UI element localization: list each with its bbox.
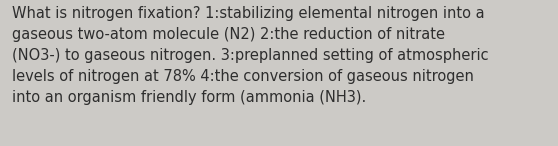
Text: What is nitrogen fixation? 1:stabilizing elemental nitrogen into a
gaseous two-a: What is nitrogen fixation? 1:stabilizing… — [12, 6, 489, 105]
